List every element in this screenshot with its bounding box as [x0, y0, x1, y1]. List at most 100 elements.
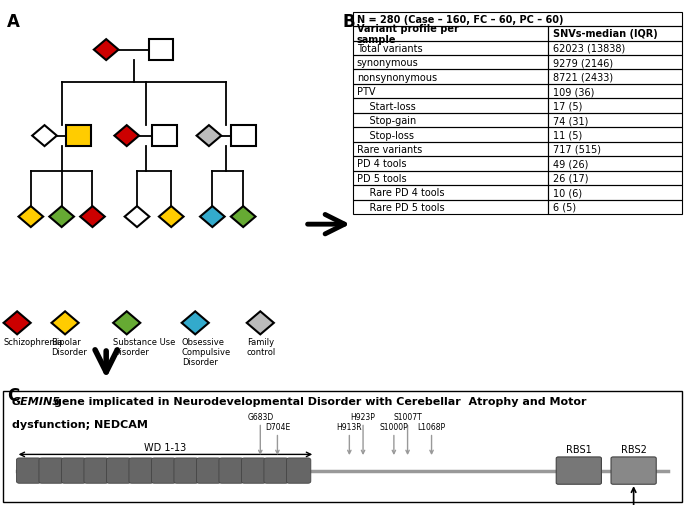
Polygon shape — [182, 312, 209, 335]
Bar — [549, 157, 682, 171]
Text: Bipolar
Disorder: Bipolar Disorder — [51, 337, 88, 356]
Text: 49 (26): 49 (26) — [553, 159, 588, 169]
Text: Substance Use
Disorder: Substance Use Disorder — [113, 337, 175, 356]
Bar — [353, 13, 682, 27]
Bar — [549, 171, 682, 186]
Text: GEMIN5: GEMIN5 — [12, 396, 61, 407]
FancyBboxPatch shape — [174, 458, 199, 483]
Bar — [353, 85, 549, 99]
Polygon shape — [197, 126, 221, 147]
Text: Rare variants: Rare variants — [357, 145, 422, 155]
Bar — [549, 99, 682, 114]
Text: 8721 (2433): 8721 (2433) — [553, 73, 612, 82]
Polygon shape — [159, 207, 184, 228]
Bar — [353, 114, 549, 128]
Text: H923P: H923P — [351, 412, 375, 421]
Text: PD 4 tools: PD 4 tools — [357, 159, 406, 169]
Text: 10 (6): 10 (6) — [553, 188, 582, 198]
Text: 17 (5): 17 (5) — [553, 102, 582, 112]
Text: WD 1-13: WD 1-13 — [145, 442, 186, 452]
Polygon shape — [113, 312, 140, 335]
Polygon shape — [125, 207, 149, 228]
Polygon shape — [247, 312, 274, 335]
FancyBboxPatch shape — [151, 458, 176, 483]
Bar — [549, 186, 682, 200]
Text: gene implicated in Neurodevelopmental Disorder with Cerebellar  Atrophy and Moto: gene implicated in Neurodevelopmental Di… — [54, 396, 586, 407]
Text: 74 (31): 74 (31) — [553, 116, 588, 126]
FancyBboxPatch shape — [16, 458, 41, 483]
Bar — [152, 126, 177, 147]
Text: H913R: H913R — [336, 422, 362, 431]
Text: PTV: PTV — [357, 87, 375, 97]
Text: 9279 (2146): 9279 (2146) — [553, 58, 612, 68]
Text: S1000P: S1000P — [379, 422, 408, 431]
Text: nonsynonymous: nonsynonymous — [357, 73, 437, 82]
FancyBboxPatch shape — [556, 457, 601, 484]
Text: Rare PD 5 tools: Rare PD 5 tools — [357, 203, 445, 213]
FancyBboxPatch shape — [106, 458, 131, 483]
Text: Obsessive
Compulsive
Disorder: Obsessive Compulsive Disorder — [182, 337, 231, 367]
Polygon shape — [3, 312, 31, 335]
Bar — [3, 391, 682, 502]
Bar — [66, 126, 91, 147]
Text: 11 (5): 11 (5) — [553, 130, 582, 140]
FancyBboxPatch shape — [219, 458, 243, 483]
Text: SNVs-median (IQR): SNVs-median (IQR) — [553, 29, 658, 39]
FancyBboxPatch shape — [286, 458, 311, 483]
Polygon shape — [114, 126, 139, 147]
Text: 6 (5): 6 (5) — [553, 203, 575, 213]
Bar — [353, 56, 549, 70]
Polygon shape — [49, 207, 74, 228]
FancyBboxPatch shape — [129, 458, 153, 483]
Text: Start-loss: Start-loss — [357, 102, 416, 112]
Text: 109 (36): 109 (36) — [553, 87, 594, 97]
Text: C: C — [7, 386, 19, 405]
Polygon shape — [200, 207, 225, 228]
Bar — [549, 70, 682, 85]
FancyBboxPatch shape — [197, 458, 221, 483]
FancyBboxPatch shape — [39, 458, 63, 483]
Text: L1068P: L1068P — [417, 422, 446, 431]
Text: G683D: G683D — [247, 412, 273, 421]
Polygon shape — [94, 40, 119, 61]
FancyBboxPatch shape — [264, 458, 288, 483]
Polygon shape — [32, 126, 57, 147]
Bar — [549, 128, 682, 142]
Bar — [353, 157, 549, 171]
FancyBboxPatch shape — [62, 458, 86, 483]
Polygon shape — [80, 207, 105, 228]
Bar — [353, 142, 549, 157]
Bar — [231, 126, 256, 147]
Bar — [353, 128, 549, 142]
Text: Schizophrenia: Schizophrenia — [3, 337, 63, 346]
Text: RBS2: RBS2 — [621, 444, 647, 454]
Text: PD 5 tools: PD 5 tools — [357, 174, 406, 183]
Bar — [353, 186, 549, 200]
Bar — [353, 171, 549, 186]
Text: A: A — [7, 13, 20, 31]
Text: B: B — [342, 13, 355, 31]
Bar — [549, 114, 682, 128]
Bar — [353, 27, 549, 41]
Text: Family
control: Family control — [247, 337, 276, 356]
Text: dysfunction; NEDCAM: dysfunction; NEDCAM — [12, 419, 147, 429]
Bar — [549, 85, 682, 99]
Bar — [149, 40, 173, 61]
FancyBboxPatch shape — [84, 458, 108, 483]
Text: 717 (515): 717 (515) — [553, 145, 601, 155]
FancyBboxPatch shape — [241, 458, 266, 483]
Text: 26 (17): 26 (17) — [553, 174, 588, 183]
Bar — [549, 200, 682, 215]
Bar — [353, 70, 549, 85]
Polygon shape — [231, 207, 256, 228]
Text: N = 280 (Case – 160, FC – 60, PC – 60): N = 280 (Case – 160, FC – 60, PC – 60) — [357, 15, 563, 25]
Bar — [549, 142, 682, 157]
Bar — [353, 200, 549, 215]
Text: synonymous: synonymous — [357, 58, 419, 68]
Text: 62023 (13838): 62023 (13838) — [553, 44, 625, 54]
Text: S1007T: S1007T — [393, 412, 422, 421]
Text: Rare PD 4 tools: Rare PD 4 tools — [357, 188, 445, 198]
Bar — [353, 41, 549, 56]
Polygon shape — [18, 207, 43, 228]
Text: Stop-loss: Stop-loss — [357, 130, 414, 140]
